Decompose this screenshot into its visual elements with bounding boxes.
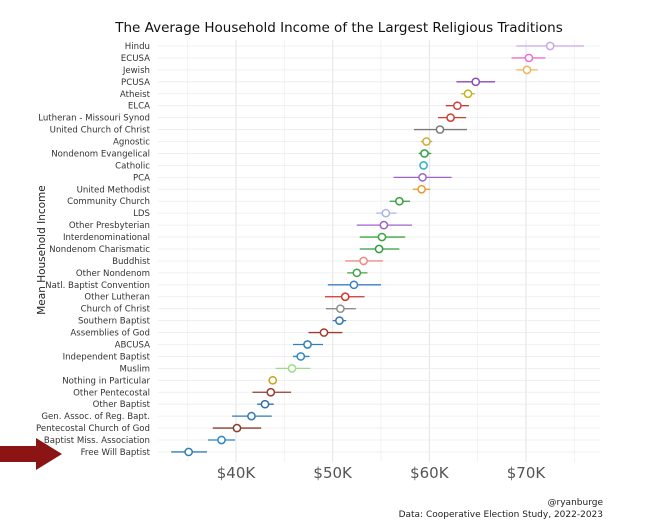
data-point [379,220,389,230]
data-point [266,387,276,397]
category-label: Independent Baptist [63,352,151,362]
data-point [287,364,297,373]
credit-handle: @ryanburge [547,498,603,508]
data-point [524,53,534,63]
data-point [232,423,242,433]
category-label: United Methodist [77,185,151,195]
category-label: Agnostic [113,138,150,148]
category-label: ABCUSA [115,341,151,351]
data-point [296,352,306,361]
category-label: Other Pentecostal [73,388,150,398]
data-point [420,149,429,158]
data-point [435,125,445,134]
x-tick-label: $70K [507,464,547,482]
data-point [419,161,428,170]
category-label: Buddhist [112,257,151,267]
category-label: Community Church [67,197,150,207]
data-point [260,399,270,409]
x-axis-ticks: $40K $50K $60K $70K [217,464,547,482]
category-label: Lutheran - Missouri Synod [38,114,150,124]
data-point [349,280,359,290]
category-label: Interdenominational [63,233,150,243]
category-label: United Church of Christ [50,126,151,136]
category-label: Catholic [115,161,150,171]
data-point [352,268,362,278]
category-label: Other Baptist [93,400,151,410]
data-point [184,447,193,457]
data-point [453,101,462,111]
category-label: Jewish [122,66,150,76]
data-point [268,375,278,385]
category-label: Southern Baptist [78,317,151,327]
highlight-marker [0,437,62,470]
data-point [522,65,532,75]
category-labels: Hindu ECUSA Jewish PCUSA Atheist ELCA Lutheran… [36,42,151,458]
category-label: Baptist Miss. Association [44,436,150,446]
data-point [374,244,384,254]
data-point [359,256,368,266]
data-point [381,208,391,218]
data-point [446,113,455,122]
category-label: Other Presbyterian [69,221,150,231]
data-point [319,328,329,337]
category-label: PCA [133,173,150,183]
data-point [395,196,404,206]
category-label: Nothing in Particular [62,376,150,386]
x-tick-label: $40K [217,464,257,482]
credit-source: Data: Cooperative Election Study, 2022-2… [398,510,603,520]
data-point [335,316,344,325]
category-label: Other Lutheran [84,293,150,303]
category-label: Free Will Baptist [81,448,151,458]
category-label: Atheist [120,90,151,100]
data-point [422,137,431,146]
x-tick-label: $60K [410,464,450,482]
data-point [247,411,256,421]
category-label: Nondenom Evangelical [51,149,150,159]
category-label: Church of Christ [81,305,151,315]
data-point [340,292,350,302]
data-point [471,77,481,87]
data-point [336,304,345,314]
y-axis-label: Mean Household Income [36,185,48,315]
x-tick-label: $50K [313,464,353,482]
category-label: PCUSA [121,78,150,88]
data-point [377,232,387,242]
data-point [463,89,473,99]
data-point [217,435,226,445]
category-label: Muslim [120,364,151,374]
highlight-arrow [0,437,62,470]
chart-title: The Average Household Income of the Larg… [114,20,563,36]
data-point [418,172,427,182]
category-label: LDS [133,209,150,219]
data-point [417,184,426,194]
category-label: Pentecostal Church of God [36,424,150,434]
data-point [545,41,555,51]
category-label: ECUSA [121,54,150,64]
category-label: Nondenom Charismatic [49,245,150,255]
category-label: Hindu [125,42,150,52]
category-label: Assemblies of God [70,329,150,339]
category-label: Other Nondenom [76,269,150,279]
category-label: ELCA [128,102,150,112]
data-marks [171,41,584,457]
category-label: Natl. Baptist Convention [45,281,150,291]
category-label: Gen. Assoc. of Reg. Bapt. [41,412,150,422]
data-point [303,340,312,349]
